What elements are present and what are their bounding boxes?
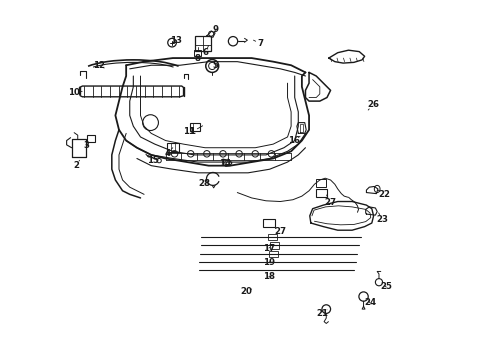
Text: 15: 15 — [147, 156, 159, 165]
Bar — [268, 251, 277, 257]
Text: 12: 12 — [93, 61, 105, 70]
Text: 9: 9 — [212, 25, 218, 34]
Text: 25: 25 — [380, 282, 391, 291]
Bar — [194, 50, 201, 56]
Bar — [167, 143, 179, 152]
Text: 27: 27 — [324, 198, 336, 207]
Text: 11: 11 — [183, 127, 195, 136]
Bar — [316, 179, 325, 187]
Text: 19: 19 — [263, 258, 274, 267]
Text: 21: 21 — [316, 309, 328, 318]
Text: 20: 20 — [240, 287, 252, 296]
Text: 27: 27 — [274, 228, 286, 237]
Text: 26: 26 — [366, 100, 378, 109]
Text: 1: 1 — [189, 127, 195, 136]
Text: 3: 3 — [83, 141, 89, 150]
Bar — [316, 189, 326, 197]
Text: 10: 10 — [68, 87, 80, 96]
Text: 6: 6 — [202, 48, 207, 57]
Text: 14: 14 — [218, 159, 230, 168]
Text: 13: 13 — [170, 36, 182, 45]
Bar — [267, 234, 276, 240]
Text: 8: 8 — [195, 54, 201, 63]
Text: 23: 23 — [376, 215, 388, 224]
Text: 17: 17 — [262, 244, 274, 253]
Bar — [195, 36, 211, 51]
Bar — [269, 242, 278, 249]
Text: 5: 5 — [212, 61, 218, 70]
Bar — [263, 220, 274, 227]
Text: 18: 18 — [263, 272, 274, 281]
Text: 24: 24 — [363, 298, 375, 307]
Text: 22: 22 — [378, 190, 389, 199]
Text: 16: 16 — [287, 136, 299, 145]
Text: 4: 4 — [164, 149, 170, 158]
Bar — [86, 135, 94, 141]
Text: 28: 28 — [198, 179, 210, 188]
Bar — [190, 123, 200, 131]
Text: 2: 2 — [73, 161, 79, 170]
Text: 7: 7 — [257, 39, 263, 48]
